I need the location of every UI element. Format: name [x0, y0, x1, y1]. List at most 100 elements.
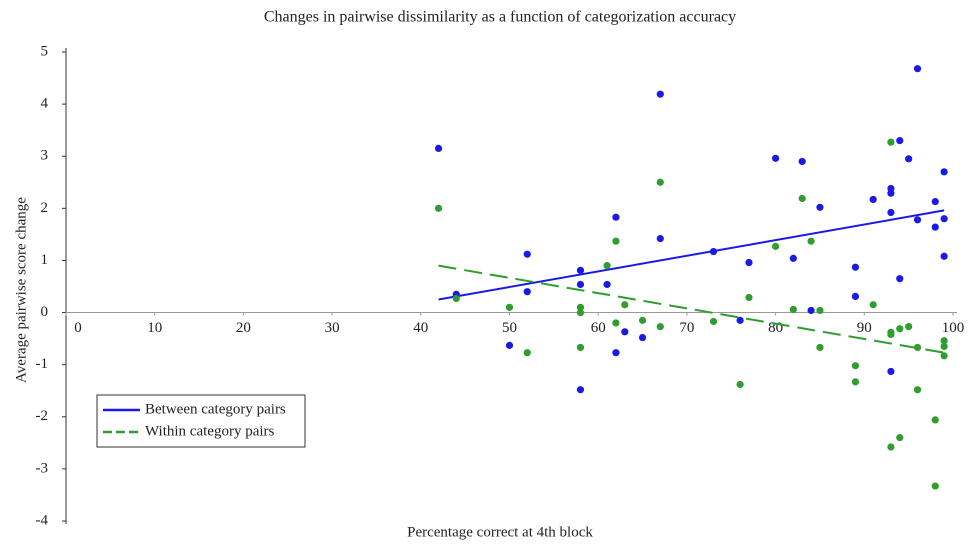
point: [851, 362, 860, 370]
point: [931, 416, 939, 424]
point: [896, 136, 904, 145]
point: [612, 213, 620, 221]
point: [887, 189, 895, 197]
point: [736, 316, 744, 324]
point: [940, 342, 948, 351]
x-tick-label: 60: [591, 320, 606, 336]
point: [807, 306, 815, 315]
y-tick-label: -4: [36, 512, 49, 528]
point: [576, 303, 585, 311]
point: [745, 293, 753, 302]
point: [612, 319, 620, 327]
point: [523, 288, 531, 296]
point: [931, 482, 939, 490]
chart-title: Changes in pairwise dissimilarity as a f…: [264, 9, 736, 26]
point: [576, 266, 585, 274]
point: [656, 178, 664, 186]
point: [887, 443, 895, 451]
point: [869, 301, 877, 309]
point: [905, 323, 913, 331]
point: [940, 168, 948, 176]
point: [940, 352, 948, 360]
legend-label: Within category pairs: [145, 423, 275, 439]
point: [807, 237, 815, 245]
point: [931, 223, 939, 231]
point: [621, 301, 629, 309]
point: [789, 254, 797, 262]
point: [913, 216, 922, 224]
point: [940, 215, 948, 223]
point: [905, 155, 913, 163]
y-tick-label: 3: [41, 148, 49, 164]
point: [603, 262, 611, 270]
point: [434, 204, 443, 212]
x-axis-label: Percentage correct at 4th block: [407, 524, 593, 540]
point: [896, 434, 904, 442]
x-tick-label: 70: [679, 320, 694, 336]
x-tick-label: 100: [942, 320, 965, 336]
x-tick-label: 90: [857, 320, 872, 336]
point: [887, 208, 895, 217]
point: [656, 323, 664, 331]
point: [656, 234, 664, 243]
y-tick-label: -1: [36, 356, 49, 372]
point: [851, 378, 860, 386]
point: [452, 294, 460, 303]
y-tick-label: -3: [36, 460, 49, 476]
point: [887, 367, 895, 376]
point: [709, 317, 718, 326]
x-tick-label: 0: [74, 320, 82, 336]
point: [816, 306, 824, 315]
x-tick-label: 30: [325, 320, 340, 336]
point: [869, 195, 877, 204]
point: [736, 380, 744, 389]
x-tick-label: 80: [768, 320, 783, 336]
point: [816, 343, 824, 352]
point: [913, 386, 922, 394]
x-tick-label: 20: [236, 320, 251, 336]
y-axis-label: Average pairwise score change: [13, 197, 29, 383]
point: [772, 242, 780, 250]
trend-line: [438, 209, 945, 301]
x-tick-label: 40: [413, 320, 428, 336]
point: [638, 316, 647, 324]
point: [887, 138, 895, 146]
point: [656, 90, 664, 98]
x-tick-label: 50: [502, 320, 517, 336]
y-tick-label: 0: [41, 304, 49, 320]
x-tick-label: 10: [147, 320, 162, 336]
point: [851, 292, 860, 301]
point: [931, 197, 939, 206]
trend-line: [438, 264, 945, 354]
point: [638, 333, 647, 342]
point: [896, 325, 904, 333]
legend-label: Between category pairs: [145, 401, 286, 417]
y-tick-label: 5: [41, 43, 49, 59]
point: [745, 258, 753, 267]
point: [798, 157, 806, 166]
point: [523, 250, 531, 258]
point: [505, 303, 514, 311]
point: [798, 194, 806, 203]
point: [505, 341, 514, 349]
point: [523, 349, 531, 357]
point: [621, 328, 629, 336]
y-tick-label: 4: [41, 96, 49, 112]
point: [851, 263, 860, 271]
y-tick-label: 1: [41, 252, 49, 268]
point: [576, 386, 585, 394]
point: [913, 65, 922, 73]
point: [576, 343, 585, 352]
point: [612, 349, 620, 357]
y-tick-label: -2: [36, 408, 49, 424]
point: [789, 305, 797, 314]
point: [772, 154, 780, 162]
point: [576, 280, 585, 289]
point: [612, 237, 620, 245]
point: [940, 252, 948, 260]
point: [603, 280, 611, 289]
legend-box: [96, 394, 306, 448]
point: [576, 308, 585, 317]
y-tick-label: 2: [41, 200, 49, 216]
